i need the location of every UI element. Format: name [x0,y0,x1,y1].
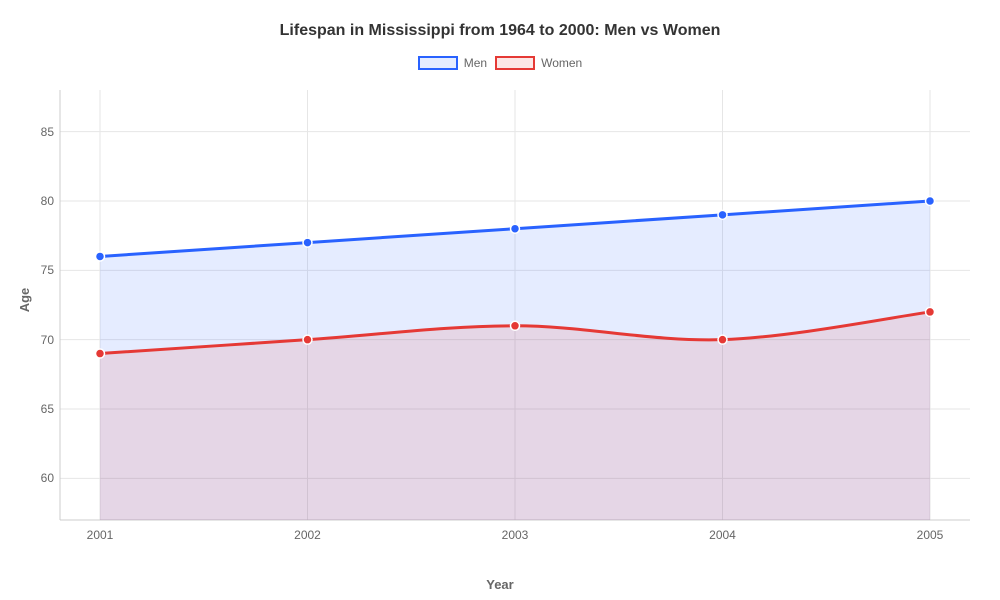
x-tick-label: 2005 [917,528,944,542]
legend-swatch-men [418,56,458,70]
legend-swatch-women [495,56,535,70]
x-tick-label: 2003 [502,528,529,542]
y-tick-label: 60 [24,471,54,485]
x-tick-label: 2001 [87,528,114,542]
plot-svg [60,90,970,520]
y-tick-label: 70 [24,333,54,347]
plot-area [60,90,970,520]
chart-container: Lifespan in Mississippi from 1964 to 200… [0,0,1000,600]
chart-title: Lifespan in Mississippi from 1964 to 200… [0,22,1000,40]
legend: Men Women [0,56,1000,70]
legend-label-women: Women [541,56,582,70]
legend-item-women[interactable]: Women [495,56,582,70]
x-axis-label: Year [0,577,1000,592]
y-tick-label: 75 [24,263,54,277]
x-tick-label: 2002 [294,528,321,542]
y-tick-label: 80 [24,194,54,208]
legend-item-men[interactable]: Men [418,56,487,70]
legend-label-men: Men [464,56,487,70]
x-tick-label: 2004 [709,528,736,542]
y-tick-label: 85 [24,125,54,139]
y-axis-label: Age [17,288,32,313]
y-tick-label: 65 [24,402,54,416]
